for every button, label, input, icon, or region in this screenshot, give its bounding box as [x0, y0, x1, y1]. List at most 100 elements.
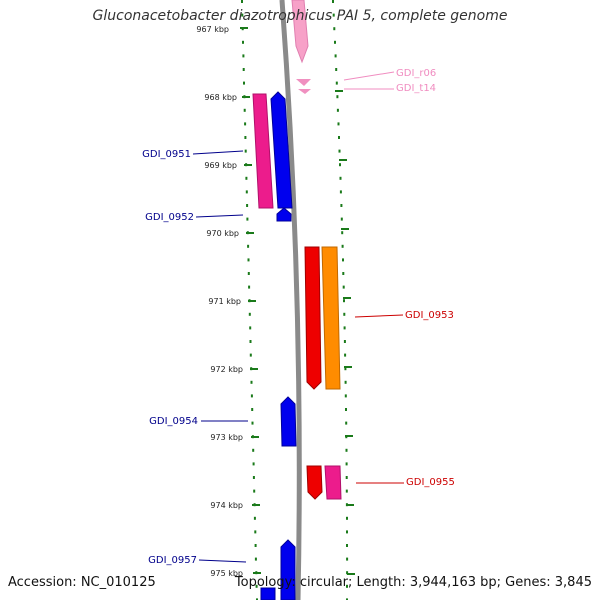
ruler-dot [243, 81, 245, 85]
cds-feature-gdi-0953[interactable] [304, 246, 322, 390]
ruler-dot [345, 476, 348, 479]
ruler-dot [251, 408, 254, 411]
ruler-tick-label: 975 kbp [210, 569, 243, 578]
ruler-dot [246, 204, 249, 207]
ruler-dot [242, 54, 245, 58]
ruler-dot [250, 380, 253, 384]
feature-label-gdi-0953[interactable]: GDI_0953 [405, 310, 454, 321]
ruler-dot [345, 489, 348, 493]
ruler-dot [343, 326, 346, 330]
ruler-dot [343, 312, 346, 316]
feature-label-gdi-r06[interactable]: GDI_r06 [396, 68, 436, 79]
feature-label-gdi-t14[interactable]: GDI_t14 [396, 83, 436, 94]
ruler-dot [339, 190, 342, 194]
ruler-dot [346, 544, 348, 547]
ruler-dot [247, 244, 250, 248]
leader-line [354, 314, 404, 318]
ruler-tick-label: 974 kbp [210, 501, 243, 510]
cds-feature-partial[interactable] [260, 587, 276, 600]
ruler-dot [336, 95, 339, 99]
feature-label-gdi-0951[interactable]: GDI_0951 [142, 149, 191, 160]
ruler-dot [346, 571, 349, 575]
ruler-dot [245, 190, 248, 194]
ruler-dot [344, 367, 347, 371]
ruler-dot [345, 462, 348, 466]
cds-feature-gdi-0954[interactable] [280, 396, 297, 447]
ruler-dot [252, 476, 255, 479]
ruler-dot [241, 0, 243, 3]
ruler-dot [345, 448, 348, 452]
ruler-dot [242, 40, 244, 44]
cds-feature-gdi-0953-orange[interactable] [321, 246, 341, 390]
feature-label-gdi-0955[interactable]: GDI_0955 [406, 477, 455, 488]
genome-title: Gluconacetobacter diazotrophicus PAI 5, … [92, 8, 508, 24]
ruler-dot [346, 530, 348, 534]
ruler-dot [249, 353, 252, 357]
ruler-tick-label: 971 kbp [208, 297, 241, 306]
ruler-dot [341, 231, 344, 235]
ruler-dot [339, 163, 341, 167]
cds-feature-gdi-0955[interactable] [306, 465, 323, 500]
ruler-dot [335, 81, 338, 85]
ruler-dot [346, 516, 348, 520]
ruler-dot [256, 598, 258, 600]
ruler-dot [337, 122, 340, 126]
cds-feature-gdi-0951[interactable] [270, 91, 293, 209]
ruler-dot [250, 394, 253, 398]
trna-feature-small[interactable] [298, 89, 311, 94]
ruler-dot [342, 258, 344, 262]
ruler-dot [244, 136, 247, 139]
feature-label-gdi-0952[interactable]: GDI_0952 [145, 212, 194, 223]
ruler-dot [345, 408, 347, 411]
ruler-dot [343, 340, 346, 343]
ruler-dot [335, 68, 338, 71]
cds-feature-gdi-0955-pink[interactable] [324, 465, 342, 500]
cds-feature-gdi-0952[interactable] [276, 207, 292, 222]
genome-summary: Topology: circular; Length: 3,944,163 bp… [234, 575, 592, 590]
ruler-dot [254, 530, 257, 534]
ruler-dot [243, 108, 246, 112]
trna-feature-gdi-r06[interactable] [291, 0, 309, 64]
ruler-dot [343, 299, 345, 303]
ruler-dot [346, 557, 349, 561]
ruler-dot [241, 13, 244, 17]
ruler-dot [248, 312, 251, 316]
ruler: 967 kbp 968 kbp 969 kbp 970 kbp 971 kbp … [196, 25, 355, 578]
ruler-dot [244, 122, 247, 126]
leader-line [192, 150, 244, 155]
ruler-dot [344, 353, 347, 357]
feature-label-gdi-0957[interactable]: GDI_0957 [148, 555, 197, 566]
ruler-tick-label: 972 kbp [210, 365, 243, 374]
ruler-dot [253, 516, 256, 520]
ruler-dot [244, 149, 247, 153]
ruler-dot [339, 176, 342, 180]
cds-feature-gdi-0951-pink[interactable] [252, 93, 274, 209]
trna-feature-gdi-r06-group[interactable] [291, 0, 311, 94]
ruler-dot [253, 489, 256, 493]
ruler-tick-label: 969 kbp [204, 161, 237, 170]
ruler-tick-label: 973 kbp [210, 433, 243, 442]
ruler-dot [252, 462, 255, 466]
leader-line [195, 214, 244, 218]
accession-label: Accession: NC_010125 [8, 575, 156, 590]
ruler-dot [245, 176, 248, 180]
ruler-dot [249, 326, 252, 330]
ruler-dot [334, 54, 337, 58]
ruler-dot [346, 584, 348, 588]
ruler-dot [341, 244, 344, 248]
cds-feature-gdi-0957[interactable] [280, 539, 296, 600]
ruler-dot [242, 68, 245, 71]
trna-feature-small[interactable] [296, 79, 311, 86]
ruler-dot [246, 217, 249, 221]
ruler-dot [338, 149, 341, 153]
ruler-dot [247, 272, 250, 275]
ruler-dot [340, 217, 343, 221]
ruler-dot [345, 421, 348, 425]
ruler-dot [254, 544, 257, 547]
ruler-tick-label: 968 kbp [204, 93, 237, 102]
ruler-tick-label: 970 kbp [206, 229, 239, 238]
ruler-dot [254, 557, 257, 561]
leader-line [343, 71, 395, 81]
feature-label-gdi-0954[interactable]: GDI_0954 [149, 416, 198, 427]
